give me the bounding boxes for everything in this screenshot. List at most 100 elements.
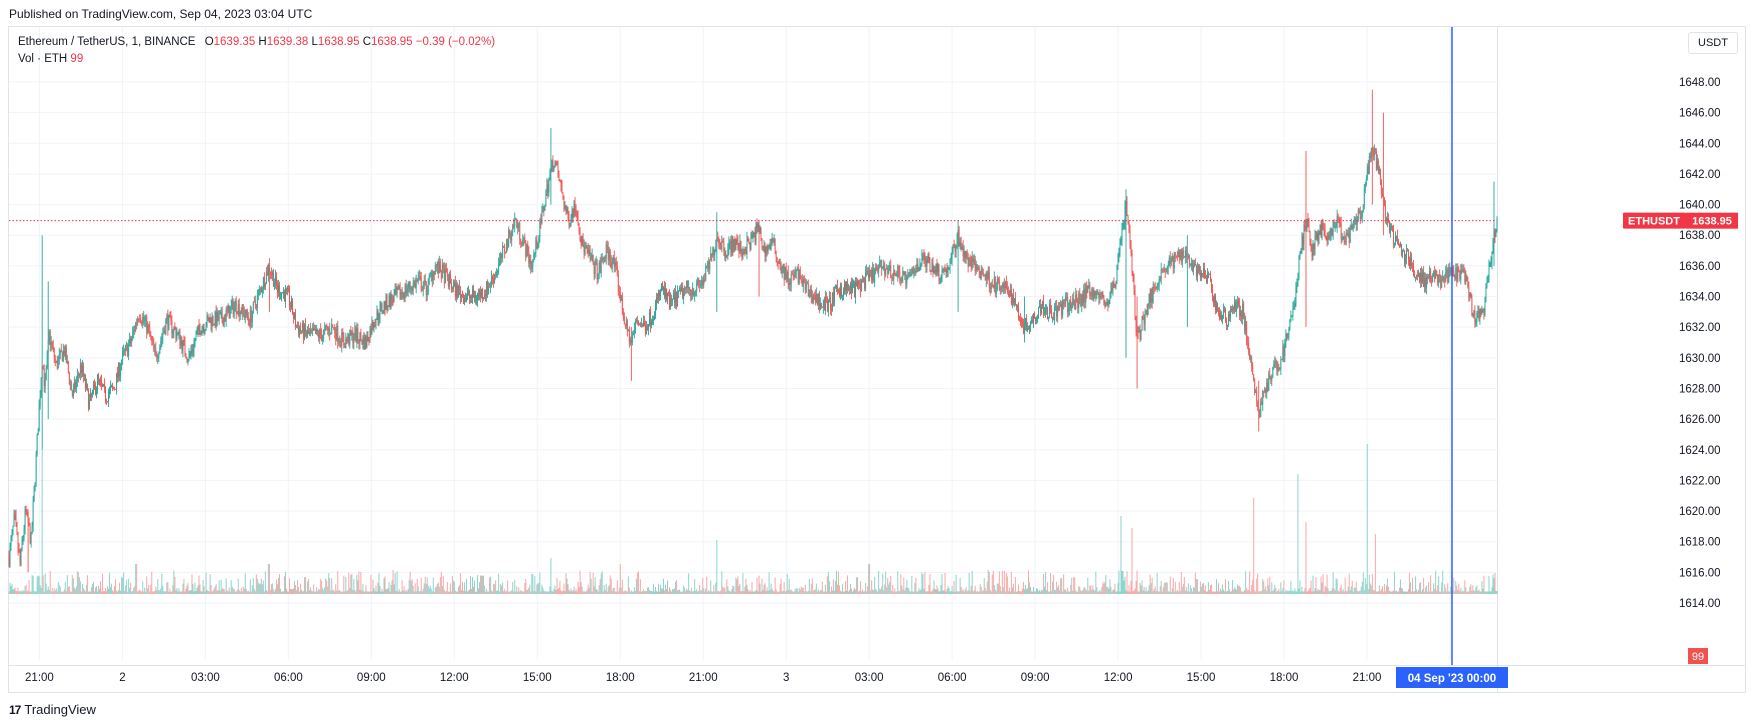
volume-bar [1013, 591, 1015, 594]
candle-body [1267, 382, 1269, 391]
volume-bar [1087, 577, 1089, 594]
volume-bar [879, 588, 881, 594]
candle-body [773, 239, 775, 241]
candle-body [1341, 238, 1343, 240]
candle-body [87, 389, 89, 409]
volume-bar [279, 588, 281, 594]
volume-bar [192, 583, 194, 594]
volume-bar [1116, 591, 1118, 594]
volume-bar [1218, 583, 1220, 594]
candle-body [647, 324, 649, 331]
candle-body [1076, 294, 1078, 302]
legend-symbol[interactable]: Ethereum / TetherUS, 1, BINANCE [18, 36, 196, 48]
volume-bar [1046, 590, 1048, 594]
candle-body [1143, 319, 1145, 325]
candle-body [1337, 216, 1339, 222]
volume-bar [873, 590, 875, 594]
candle-body [221, 311, 223, 321]
volume-bar [456, 591, 458, 594]
candle-body [1286, 334, 1288, 338]
symbol-tag-box [1623, 212, 1686, 229]
candle-body [658, 292, 659, 299]
volume-bar [175, 590, 177, 594]
candle-body [47, 339, 49, 353]
volume-bar [651, 591, 653, 594]
volume-bar [53, 588, 55, 594]
volume-bar [214, 586, 216, 594]
volume-bar [411, 579, 413, 594]
candle-body [1328, 236, 1330, 238]
candle-body [74, 381, 76, 389]
candle-body [620, 295, 622, 301]
candle-body [596, 262, 598, 280]
volume-bar [310, 587, 312, 594]
candle-body [800, 279, 802, 281]
volume-bar [1259, 591, 1261, 594]
candle-body [1494, 231, 1496, 237]
candle-body [715, 246, 717, 251]
volume-bar [863, 591, 865, 594]
candle-body [525, 242, 527, 258]
volume-bar [514, 579, 516, 594]
candle-body [1040, 304, 1041, 313]
candle-body [747, 238, 749, 241]
volume-bar [997, 583, 999, 594]
candle-body [451, 287, 453, 290]
candle-body [1118, 253, 1120, 257]
candle-body [154, 348, 156, 350]
volume-bar [686, 588, 688, 594]
candle-body [205, 326, 207, 330]
candle-body [1023, 323, 1024, 334]
volume-bar [1322, 574, 1324, 594]
volume-bar [445, 590, 447, 594]
volume-bar [442, 575, 444, 594]
candle-body [1004, 282, 1006, 288]
candle-body [1379, 168, 1381, 181]
volume-bar [272, 589, 274, 594]
volume-bar [705, 588, 707, 594]
candle-body [104, 384, 105, 387]
volume-bar [951, 585, 953, 594]
volume-bar [549, 586, 551, 594]
volume-bar [616, 580, 618, 594]
volume-bar [565, 573, 567, 594]
candle-body [11, 530, 13, 539]
candle-body [1460, 269, 1462, 280]
volume-bar [646, 587, 648, 594]
volume-bar [153, 591, 155, 594]
volume-bar [958, 591, 960, 594]
candle-body [481, 289, 482, 298]
candle-body [174, 327, 176, 329]
volume-bar [1439, 591, 1441, 594]
volume-bar [307, 581, 309, 594]
legend-volume-label[interactable]: Vol · ETH [18, 53, 68, 65]
volume-bar [1076, 591, 1078, 594]
legend-low-label: L [311, 36, 318, 48]
candle-body [264, 283, 266, 288]
volume-bar [673, 589, 675, 594]
candle-body [30, 533, 32, 544]
volume-bar [395, 590, 397, 594]
candle-body [1424, 277, 1426, 287]
candle-body [723, 242, 725, 252]
candle-body [575, 210, 577, 213]
x-tick-label: 09:00 [357, 672, 386, 684]
volume-bar [770, 583, 772, 594]
legend-volume-row: Vol · ETH 99 [18, 51, 495, 68]
candle-body [317, 328, 319, 333]
volume-bar [799, 589, 801, 594]
volume-bar [503, 591, 505, 594]
tradingview-brand[interactable]: 17 TradingView [9, 702, 96, 717]
volume-bar [82, 587, 84, 594]
candle-body [89, 392, 91, 400]
candle-body [845, 283, 846, 291]
volume-bar [1225, 579, 1227, 594]
currency-button[interactable]: USDT [1688, 32, 1738, 54]
volume-bar [516, 586, 518, 594]
volume-bar [490, 576, 492, 594]
candle-body [1227, 324, 1229, 326]
volume-bar [830, 586, 832, 594]
volume-bar [942, 590, 944, 594]
candle-body [119, 363, 121, 377]
